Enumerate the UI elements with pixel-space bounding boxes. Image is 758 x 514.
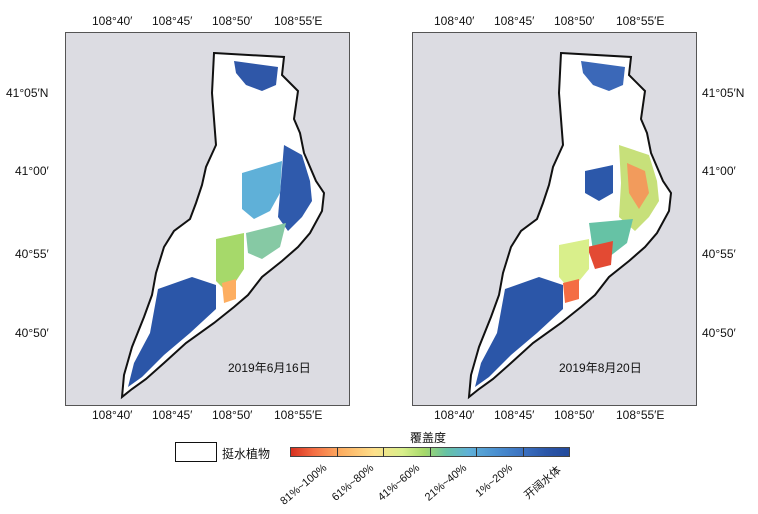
- right-tick: 41°00′: [702, 164, 736, 178]
- top-tick: 108°40′: [434, 14, 475, 28]
- vegetation-high: [587, 241, 613, 269]
- top-tick: 108°55′E: [616, 14, 665, 28]
- map-panel-june: 2019年6月16日: [65, 32, 350, 406]
- colorbar-tick: [337, 447, 338, 457]
- left-tick: 41°05′N: [6, 86, 49, 100]
- colorbar-tick: [523, 447, 524, 457]
- top-tick: 108°45′: [152, 14, 193, 28]
- open-water-center: [585, 165, 613, 201]
- top-tick: 108°50′: [212, 14, 253, 28]
- bottom-tick: 108°55′E: [274, 408, 323, 422]
- left-tick: 40°55′: [15, 247, 49, 261]
- colorbar-tick: [476, 447, 477, 457]
- vegetation-high-east: [627, 163, 649, 209]
- colorbar-label: 81%~100%: [278, 462, 330, 508]
- colorbar-tick: [383, 447, 384, 457]
- top-tick: 108°40′: [92, 14, 133, 28]
- colorbar-title: 覆盖度: [410, 431, 447, 445]
- open-water-south: [128, 277, 216, 387]
- vegetation-patch: [222, 279, 236, 303]
- open-water-north: [234, 61, 278, 91]
- bottom-tick: 108°40′: [434, 408, 475, 422]
- legend-lake-swatch: [175, 442, 217, 462]
- vegetation-patch: [563, 279, 579, 303]
- bottom-tick: 108°55′E: [616, 408, 665, 422]
- right-tick: 40°50′: [702, 326, 736, 340]
- open-water-north: [581, 61, 625, 91]
- bottom-tick: 108°40′: [92, 408, 133, 422]
- bottom-tick: 108°45′: [152, 408, 193, 422]
- top-tick: 108°55′E: [274, 14, 323, 28]
- right-tick: 41°05′N: [702, 86, 745, 100]
- right-tick: 40°55′: [702, 247, 736, 261]
- vegetation-south: [559, 239, 589, 291]
- colorbar-tick: [430, 447, 431, 457]
- map-panel-august: 2019年8月20日: [412, 32, 697, 406]
- colorbar-label: 开阔水体: [522, 464, 564, 502]
- left-tick: 41°00′: [15, 164, 49, 178]
- left-tick: 40°50′: [15, 326, 49, 340]
- colorbar-label: 61%~80%: [329, 462, 376, 504]
- top-tick: 108°50′: [554, 14, 595, 28]
- bottom-tick: 108°50′: [212, 408, 253, 422]
- bottom-tick: 108°50′: [554, 408, 595, 422]
- vegetation-strip: [246, 223, 286, 259]
- vegetation-mid: [242, 161, 282, 219]
- open-water-south: [475, 277, 563, 387]
- bottom-tick: 108°45′: [494, 408, 535, 422]
- map-date-label: 2019年8月20日: [559, 361, 642, 375]
- lake-map-august: [467, 51, 673, 400]
- lake-map-june: [120, 51, 326, 400]
- colorbar-label: 21%~40%: [422, 462, 469, 504]
- legend-lake-label: 挺水植物: [222, 447, 271, 461]
- vegetation-south: [216, 233, 244, 293]
- colorbar-label: 1%~20%: [473, 462, 515, 500]
- open-water-east: [278, 145, 312, 231]
- map-date-label: 2019年6月16日: [228, 361, 311, 375]
- colorbar-label: 41%~60%: [375, 462, 422, 504]
- top-tick: 108°45′: [494, 14, 535, 28]
